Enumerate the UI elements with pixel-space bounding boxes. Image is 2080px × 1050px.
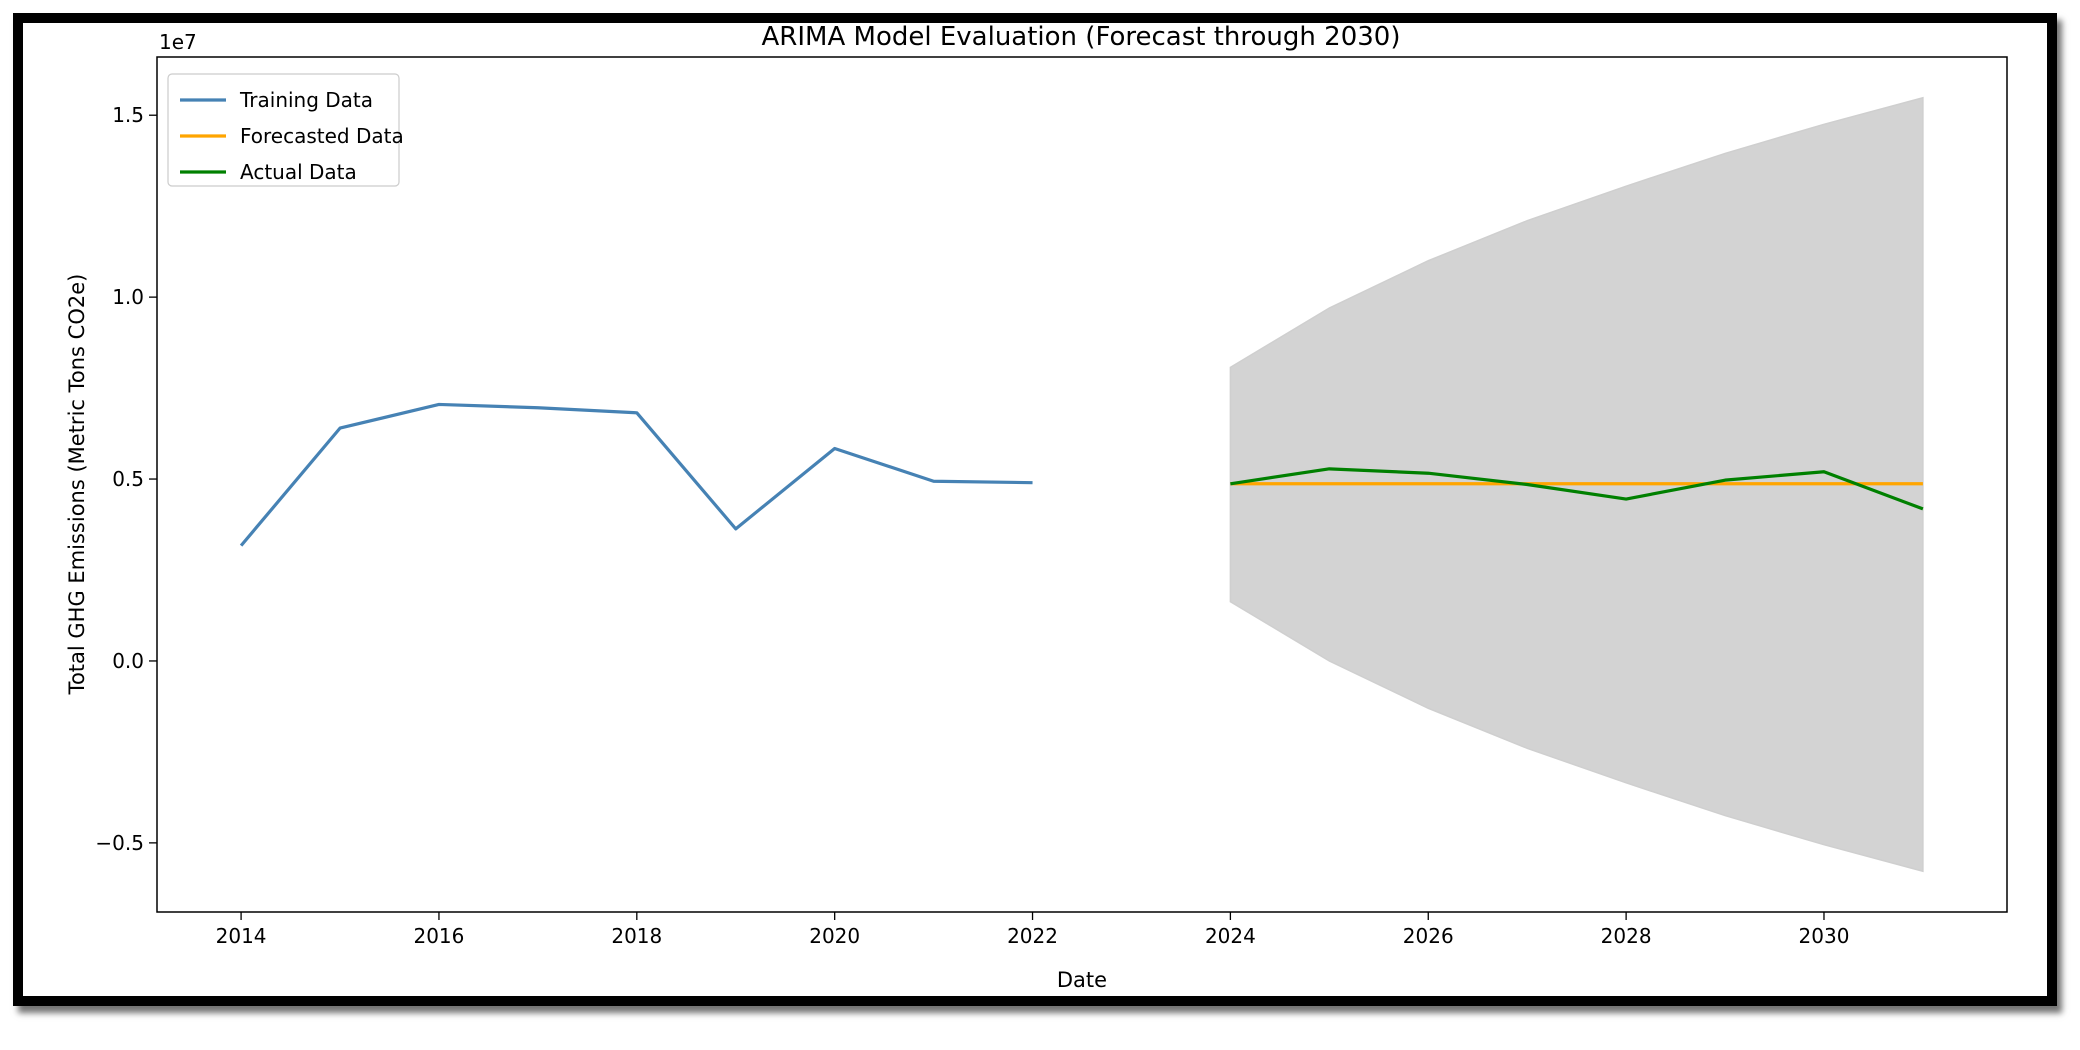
y-tick-label: 1.0 (112, 285, 144, 309)
series-line-actual-data (1230, 467, 1924, 511)
y-tick-label: 1.5 (112, 103, 144, 127)
x-tick-label: 2026 (1403, 924, 1454, 948)
x-tick-label: 2018 (611, 924, 662, 948)
series-line-training-data (239, 402, 1033, 547)
legend: Training Data Forecasted Data Actual Data (167, 73, 404, 187)
y-tick-label: 0.5 (112, 467, 144, 491)
x-tick-label: 2030 (1799, 924, 1850, 948)
legend-label: Training Data (239, 88, 373, 112)
chart-title: ARIMA Model Evaluation (Forecast through… (762, 23, 1401, 52)
forecast-chart: ARIMA Model Evaluation (Forecast through… (65, 23, 2008, 992)
x-tick-label: 2022 (1007, 924, 1058, 948)
tick-layer: 2014 2016 2018 2020 2022 2024 2026 2028 2030 −0.5… (95, 103, 1849, 948)
legend-box (167, 73, 400, 187)
y-tick-label: −0.5 (95, 831, 144, 855)
series-layer (239, 402, 1924, 547)
x-tick-label: 2016 (413, 924, 464, 948)
x-tick-label: 2024 (1205, 924, 1256, 948)
legend-label: Actual Data (240, 160, 357, 184)
plot-area (156, 56, 2008, 913)
x-tick-label: 2020 (809, 924, 860, 948)
x-tick-label: 2014 (216, 924, 267, 948)
x-tick-label: 2028 (1601, 924, 1652, 948)
y-axis-label: Total GHG Emissions (Metric Tons CO2e) (65, 274, 89, 696)
legend-label: Forecasted Data (240, 124, 404, 148)
y-tick-label: 0.0 (112, 649, 144, 673)
chart-frame: ARIMA Model Evaluation (Forecast through… (13, 13, 2057, 1006)
y-offset-label: 1e7 (159, 30, 197, 54)
x-axis-label: Date (1057, 968, 1107, 992)
